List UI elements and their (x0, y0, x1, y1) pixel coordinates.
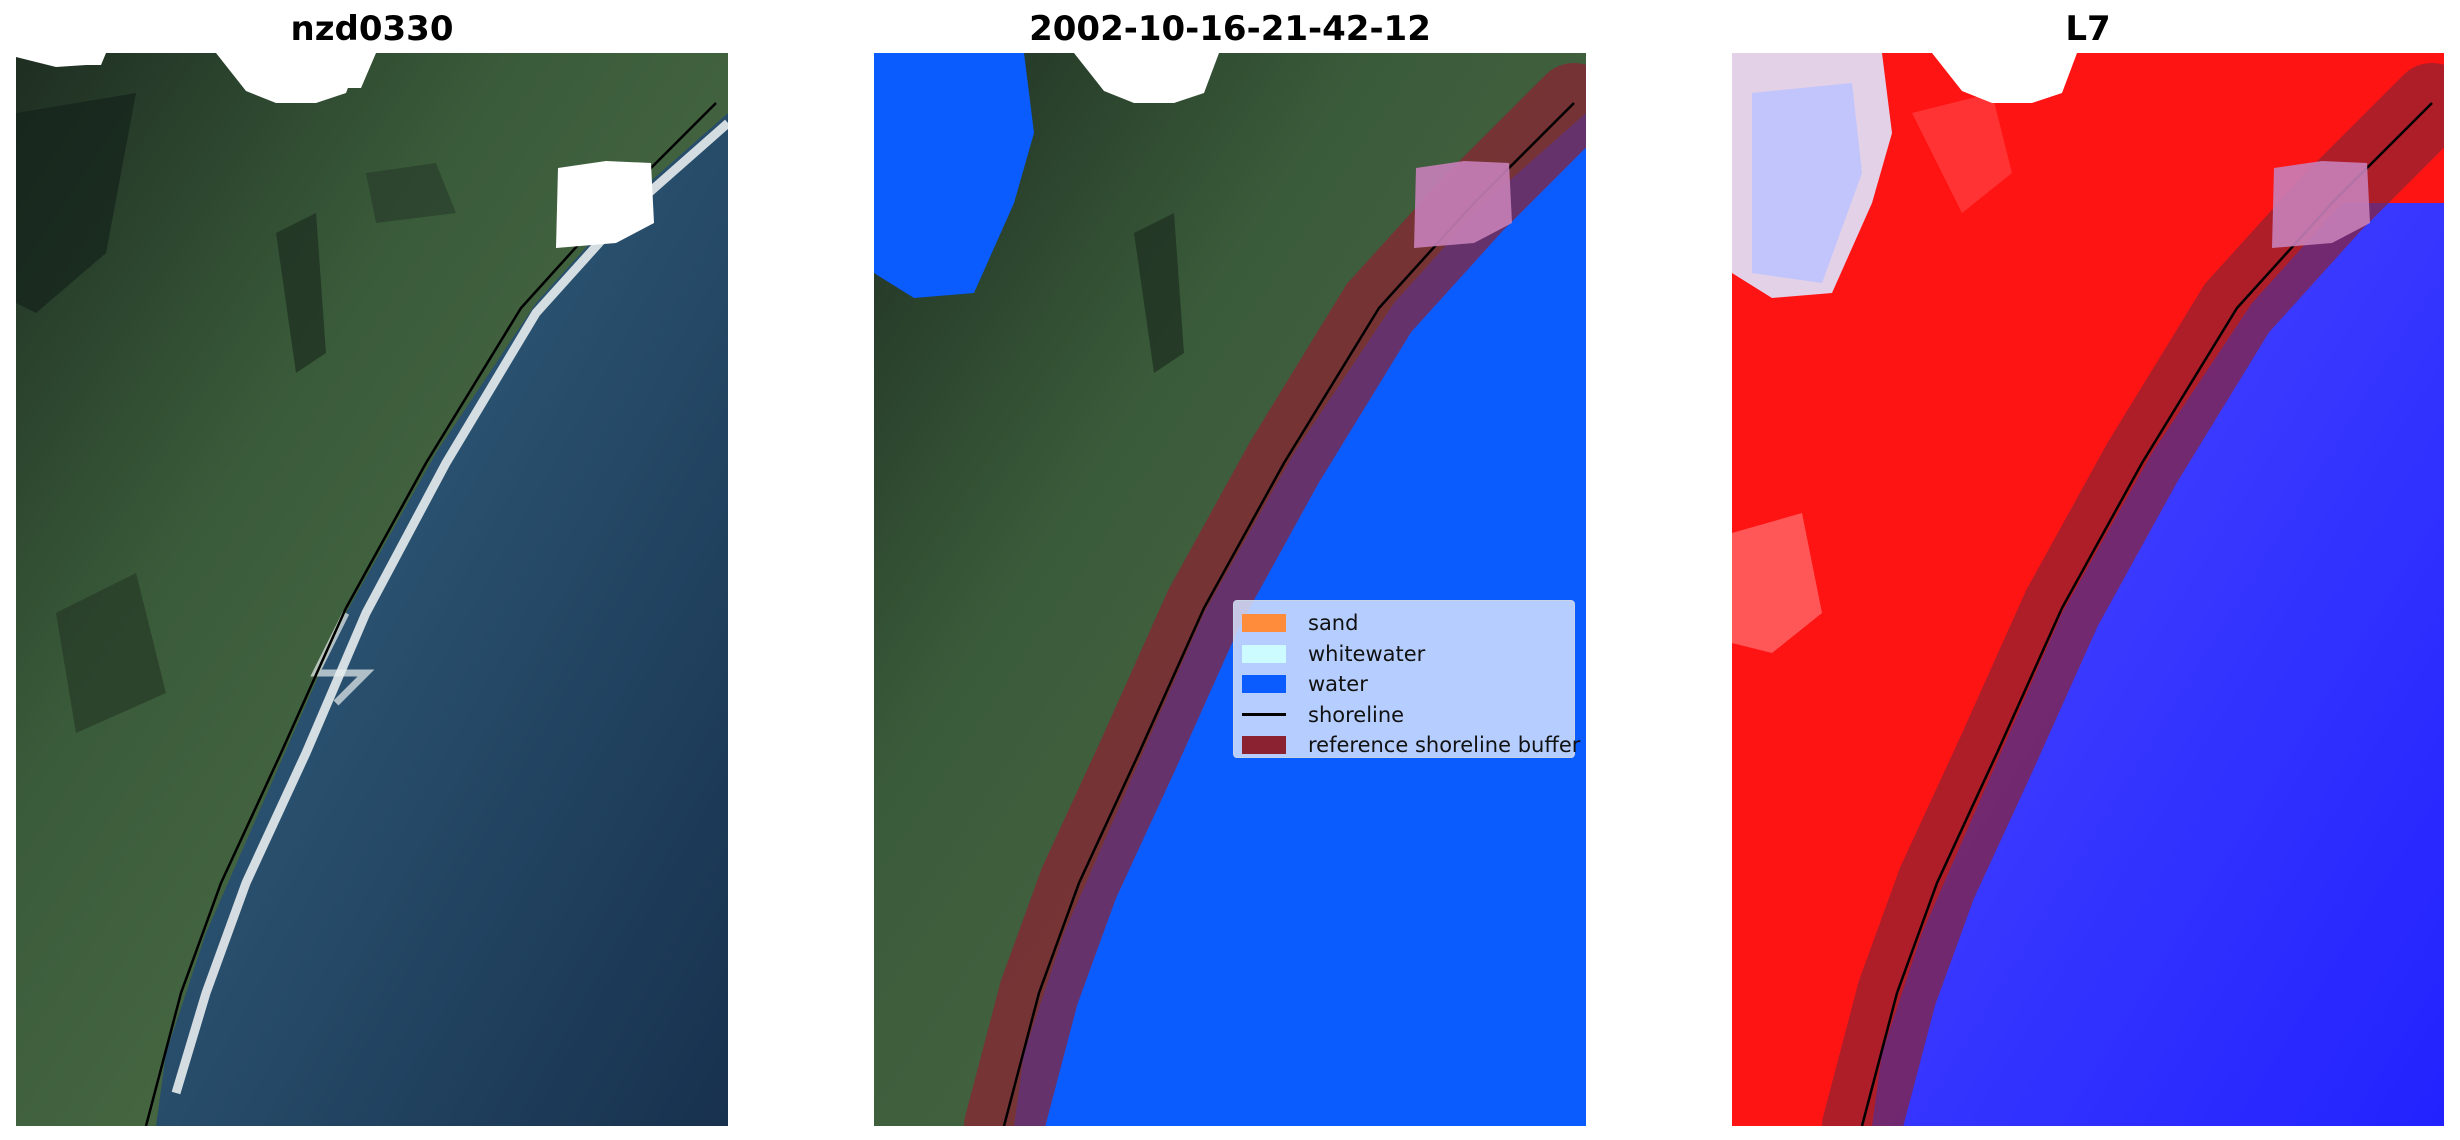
legend-label: water (1308, 672, 1368, 697)
panel-title-satellite: L7 (2065, 9, 2111, 49)
legend-item-shoreline: shoreline (1242, 700, 1566, 731)
rgb-image-panel (16, 53, 728, 1126)
cloud-mask-2 (556, 161, 654, 248)
index-panel (1732, 53, 2444, 1126)
classification-image (874, 53, 1586, 1126)
legend-item-buffer: reference shoreline buffer (1242, 730, 1580, 761)
panel-title-date: 2002-10-16-21-42-12 (1029, 9, 1431, 49)
panel-title-site: nzd0330 (290, 9, 454, 49)
legend-item-sand: sand (1242, 608, 1566, 639)
ocean (156, 113, 728, 1126)
buffer-swatch (1242, 736, 1286, 755)
water-class-inland (874, 53, 1034, 298)
water-index (1872, 203, 2444, 1126)
legend-item-whitewater: whitewater (1242, 639, 1566, 670)
legend-label: sand (1308, 611, 1359, 636)
whitewater-swatch (1242, 644, 1286, 663)
legend-label: shoreline (1308, 702, 1405, 727)
legend-label: whitewater (1308, 641, 1426, 666)
legend: sand whitewater water shoreline referenc… (1233, 600, 1580, 761)
cloud-mask (186, 53, 361, 103)
water-swatch (1242, 675, 1286, 694)
rgb-image (16, 53, 728, 1126)
surf-zone (171, 119, 728, 1095)
legend-item-water: water (1242, 669, 1566, 700)
legend-label: reference shoreline buffer (1308, 733, 1581, 758)
classification-panel (874, 53, 1586, 1126)
shoreline-line-swatch (1242, 713, 1286, 717)
sand-swatch (1242, 614, 1286, 633)
index-image (1732, 53, 2444, 1126)
